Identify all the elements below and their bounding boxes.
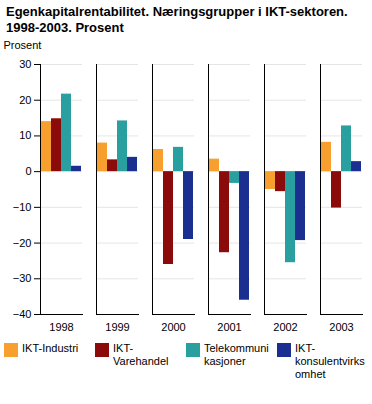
svg-text:1999: 1999 bbox=[105, 321, 129, 333]
html-text:Egenkapitalrentabilitet. Nærin: Egenkapitalrentabilitet. Næringsgrupper … bbox=[6, 4, 348, 35]
svg-text:30: 30 bbox=[19, 58, 31, 70]
svg-text:−40: −40 bbox=[13, 308, 32, 320]
svg-text:2002: 2002 bbox=[273, 321, 297, 333]
svg-text:Prosent: Prosent bbox=[4, 39, 42, 51]
svg-text:10: 10 bbox=[19, 129, 31, 141]
svg-text:2001: 2001 bbox=[217, 321, 241, 333]
html-text:IKT-Varehandel: IKT-Varehandel bbox=[113, 342, 169, 367]
svg-text:20: 20 bbox=[19, 94, 31, 106]
svg-text:1998: 1998 bbox=[49, 321, 73, 333]
html-text:Telekommunikasjoner: Telekommunikasjoner bbox=[204, 342, 269, 367]
svg-text:2003: 2003 bbox=[329, 321, 353, 333]
svg-text:−10: −10 bbox=[13, 201, 32, 213]
svg-text:−20: −20 bbox=[13, 237, 32, 249]
svg-text:−30: −30 bbox=[13, 272, 32, 284]
html-text:IKT-Industri: IKT-Industri bbox=[22, 342, 79, 354]
svg-text:2000: 2000 bbox=[161, 321, 185, 333]
svg-text:0: 0 bbox=[25, 165, 31, 177]
html-text:IKT-konsulentvirksomhet: IKT-konsulentvirksomhet bbox=[295, 342, 365, 380]
